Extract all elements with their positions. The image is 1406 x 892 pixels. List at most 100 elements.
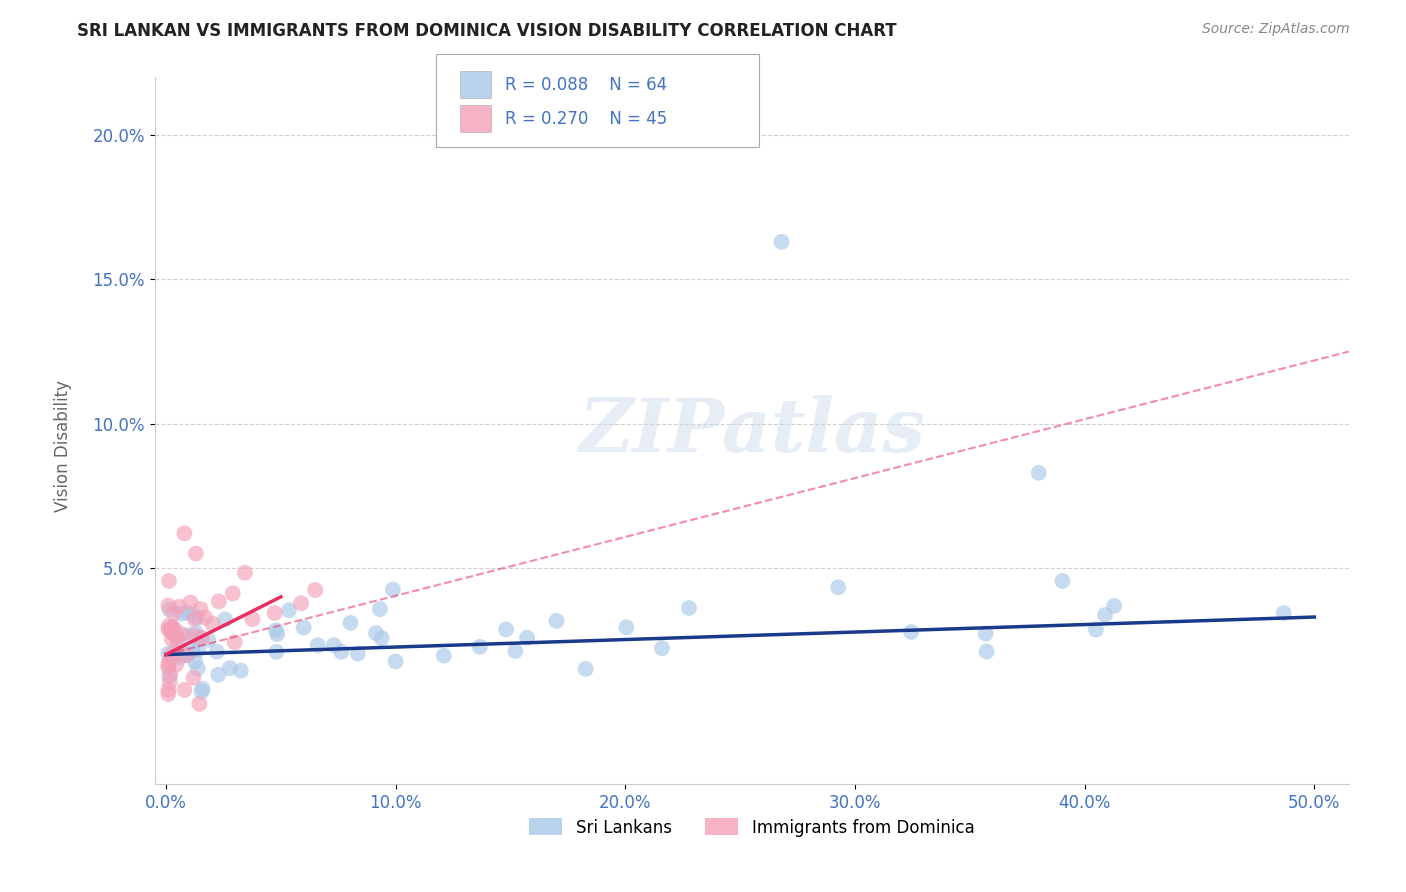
- Point: [266, 645, 288, 659]
- Point: [184, 625, 207, 640]
- Point: [384, 655, 406, 669]
- Point: [278, 603, 301, 617]
- Point: [157, 687, 180, 701]
- Point: [339, 615, 361, 630]
- Point: [184, 655, 207, 669]
- Text: Vision Disability: Vision Disability: [55, 380, 72, 512]
- Point: [1272, 606, 1295, 620]
- Point: [678, 601, 700, 615]
- Point: [187, 643, 209, 657]
- Point: [433, 648, 456, 663]
- Point: [188, 697, 211, 711]
- Point: [208, 594, 231, 608]
- Point: [214, 612, 236, 626]
- Point: [160, 624, 183, 638]
- Point: [166, 631, 188, 645]
- Point: [292, 620, 315, 634]
- Point: [614, 620, 637, 634]
- Point: [974, 626, 997, 640]
- Point: [347, 647, 370, 661]
- Point: [167, 633, 190, 648]
- Point: [157, 623, 180, 637]
- Point: [207, 667, 229, 681]
- Point: [157, 574, 180, 588]
- Point: [290, 596, 312, 610]
- Point: [160, 626, 183, 640]
- Point: [194, 610, 217, 624]
- Point: [651, 641, 673, 656]
- Text: SRI LANKAN VS IMMIGRANTS FROM DOMINICA VISION DISABILITY CORRELATION CHART: SRI LANKAN VS IMMIGRANTS FROM DOMINICA V…: [77, 22, 897, 40]
- Point: [1028, 466, 1050, 480]
- Point: [191, 631, 214, 645]
- Point: [304, 582, 326, 597]
- Point: [157, 647, 180, 661]
- Point: [505, 644, 527, 658]
- Point: [233, 566, 256, 580]
- Text: Source: ZipAtlas.com: Source: ZipAtlas.com: [1202, 22, 1350, 37]
- Point: [159, 624, 181, 639]
- Point: [160, 648, 183, 662]
- Point: [190, 684, 212, 698]
- Text: R = 0.270    N = 45: R = 0.270 N = 45: [505, 110, 666, 128]
- Text: ZIPatlas: ZIPatlas: [578, 394, 925, 467]
- Point: [330, 645, 353, 659]
- Point: [368, 602, 391, 616]
- Point: [167, 599, 190, 614]
- Point: [224, 635, 246, 649]
- Point: [162, 620, 184, 634]
- Point: [173, 526, 195, 541]
- Point: [159, 667, 181, 681]
- Point: [263, 606, 285, 620]
- Point: [157, 619, 180, 633]
- Point: [176, 648, 198, 663]
- Point: [157, 599, 180, 613]
- Point: [495, 623, 517, 637]
- Point: [1094, 608, 1116, 623]
- Point: [827, 580, 849, 594]
- Point: [201, 616, 224, 631]
- Point: [546, 614, 568, 628]
- Point: [468, 640, 491, 654]
- Point: [186, 611, 208, 625]
- Point: [157, 669, 180, 683]
- Point: [183, 628, 205, 642]
- Point: [191, 681, 214, 696]
- Point: [162, 621, 184, 635]
- Point: [188, 631, 211, 645]
- Point: [166, 648, 188, 663]
- Point: [157, 683, 180, 698]
- Point: [381, 582, 404, 597]
- Point: [176, 606, 198, 620]
- Point: [197, 632, 219, 647]
- Point: [205, 645, 228, 659]
- Point: [183, 671, 205, 685]
- Point: [242, 612, 264, 626]
- Point: [184, 547, 207, 561]
- Point: [157, 660, 180, 674]
- Point: [177, 648, 200, 662]
- Point: [187, 661, 209, 675]
- Point: [266, 627, 288, 641]
- Point: [170, 607, 193, 621]
- Point: [221, 586, 243, 600]
- Point: [575, 662, 598, 676]
- Point: [181, 643, 204, 657]
- Point: [160, 632, 183, 647]
- Point: [976, 644, 998, 658]
- Point: [322, 638, 344, 652]
- Point: [179, 595, 201, 609]
- Point: [218, 661, 240, 675]
- Point: [163, 623, 186, 637]
- Point: [165, 657, 187, 672]
- Point: [166, 639, 188, 653]
- Point: [190, 602, 212, 616]
- Point: [264, 624, 287, 638]
- Point: [364, 626, 387, 640]
- Point: [900, 625, 922, 640]
- Point: [770, 235, 793, 249]
- Point: [1052, 574, 1074, 588]
- Point: [159, 602, 181, 616]
- Point: [162, 606, 184, 620]
- Point: [167, 646, 190, 660]
- Point: [183, 607, 205, 622]
